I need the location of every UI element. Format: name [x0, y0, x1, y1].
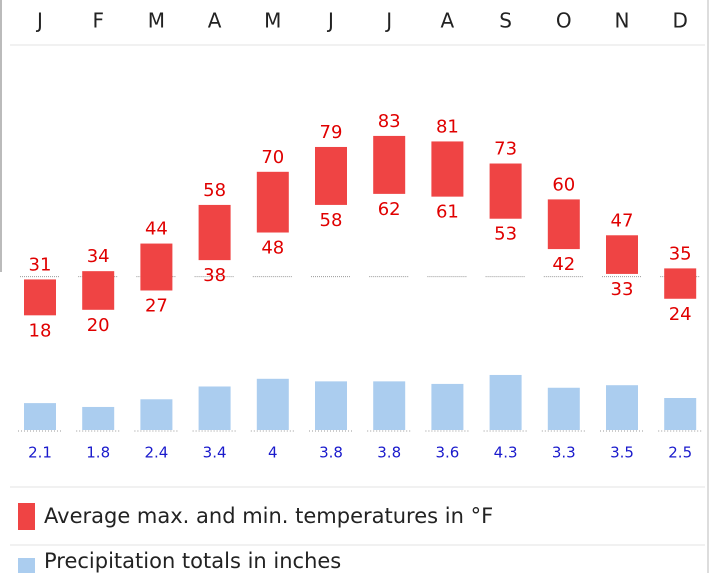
precip-bar	[547, 387, 580, 430]
precip-label: 3.4	[203, 444, 227, 462]
max-label: 58	[203, 180, 226, 201]
month-label: J	[35, 9, 43, 33]
legend-swatch	[18, 558, 35, 573]
min-label: 20	[87, 315, 110, 336]
min-label: 42	[552, 254, 575, 275]
temperature-bar	[373, 135, 406, 194]
precip-bar	[315, 381, 347, 430]
precip-bar	[373, 381, 406, 430]
min-label: 53	[494, 224, 517, 245]
precip-bar	[664, 398, 697, 430]
min-label: 48	[261, 238, 284, 259]
precip-bar	[140, 399, 173, 430]
min-label: 58	[320, 210, 343, 231]
max-label: 70	[261, 147, 284, 168]
month-label: M	[264, 9, 281, 33]
precip-label: 3.6	[435, 444, 459, 462]
precip-bar	[489, 374, 522, 430]
max-label: 79	[320, 122, 343, 143]
temperature-bar	[256, 171, 289, 233]
precip-bar	[24, 403, 56, 430]
max-label: 31	[29, 254, 52, 275]
min-label: 33	[611, 279, 634, 300]
precip-label: 1.8	[86, 444, 110, 462]
max-label: 83	[378, 111, 401, 132]
temperature-bar	[198, 204, 231, 261]
legend-swatch	[18, 503, 35, 530]
month-label: J	[326, 9, 334, 33]
precip-label: 3.8	[319, 444, 343, 462]
month-label: N	[615, 9, 630, 33]
precip-label: 2.5	[668, 444, 692, 462]
min-label: 18	[29, 320, 52, 341]
month-label: J	[384, 9, 392, 33]
max-label: 60	[552, 174, 575, 195]
precip-label: 2.1	[28, 444, 52, 462]
max-label: 34	[87, 246, 110, 267]
precip-label: 2.4	[144, 444, 168, 462]
precip-bar	[606, 385, 638, 430]
min-label: 62	[378, 199, 401, 220]
min-label: 61	[436, 202, 459, 223]
max-label: 73	[494, 139, 517, 160]
temperature-bar	[547, 199, 580, 250]
max-label: 44	[145, 219, 168, 240]
legend-label: Average max. and min. temperatures in °F	[44, 504, 493, 528]
month-label: D	[672, 9, 687, 33]
temperature-bar	[431, 141, 464, 197]
max-label: 47	[611, 210, 634, 231]
precip-bar	[256, 378, 289, 430]
month-label: F	[92, 9, 104, 33]
month-label: A	[208, 9, 222, 33]
min-label: 38	[203, 265, 226, 286]
precip-label: 3.3	[552, 444, 576, 462]
temperature-bar	[489, 163, 522, 219]
temperature-bar	[140, 243, 173, 291]
precip-label: 4.3	[494, 444, 518, 462]
temperature-bar	[664, 268, 697, 299]
min-label: 24	[669, 304, 692, 325]
precip-label: 4	[268, 444, 278, 462]
month-label: S	[499, 9, 512, 33]
precip-bar	[431, 383, 464, 430]
max-label: 35	[669, 243, 692, 264]
temperature-bar	[24, 279, 56, 316]
legend-label: Precipitation totals in inches	[44, 549, 341, 573]
precip-label: 3.5	[610, 444, 634, 462]
min-label: 27	[145, 295, 168, 316]
month-label: M	[148, 9, 165, 33]
temperature-bar	[315, 146, 347, 205]
max-label: 81	[436, 116, 459, 137]
temperature-bar	[606, 235, 638, 274]
precip-bar	[198, 386, 231, 430]
month-label: A	[441, 9, 455, 33]
precip-label: 3.8	[377, 444, 401, 462]
month-label: O	[556, 9, 572, 33]
temperature-bar	[82, 271, 115, 310]
precip-bar	[82, 406, 115, 430]
